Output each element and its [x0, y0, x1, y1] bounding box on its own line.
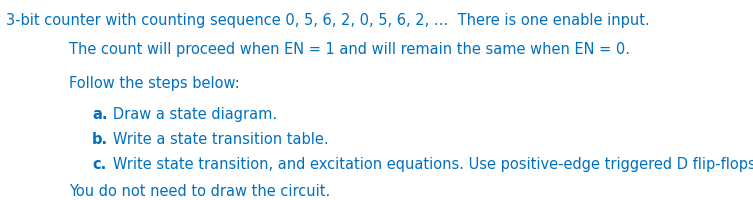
Text: You do not need to draw the circuit.: You do not need to draw the circuit. [69, 184, 331, 199]
Text: Follow the steps below:: Follow the steps below: [69, 76, 240, 91]
Text: a.: a. [92, 107, 108, 122]
Text: Design a 3-bit counter with counting sequence 0, 5, 6, 2, 0, 5, 6, 2, …  There i: Design a 3-bit counter with counting seq… [0, 13, 650, 28]
Text: Write a state transition table.: Write a state transition table. [99, 132, 329, 147]
Text: The count will proceed when EN = 1 and will remain the same when EN = 0.: The count will proceed when EN = 1 and w… [69, 42, 630, 57]
Text: Write state transition, and excitation equations. Use positive-edge triggered D : Write state transition, and excitation e… [99, 157, 753, 172]
Text: c.: c. [92, 157, 106, 172]
Text: b.: b. [92, 132, 108, 147]
Text: Draw a state diagram.: Draw a state diagram. [99, 107, 277, 122]
